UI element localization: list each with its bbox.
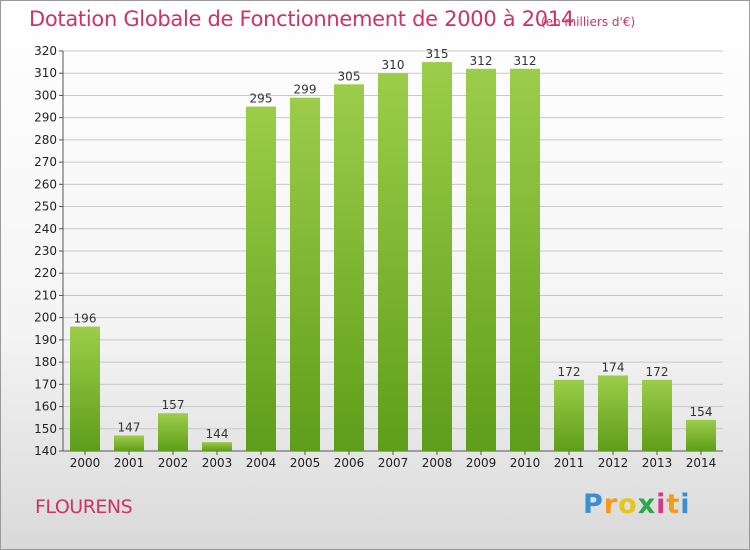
- value-labels: 196 147 157 144 295 299 305 310 315 312 312 172 174 1…: [74, 47, 713, 441]
- y-tick-labels: 140 150 160 170 180 190 200 210 220 230 240 250 260 2…: [34, 44, 57, 458]
- y-tick-label: 310: [34, 66, 57, 80]
- x-tick-label: 2007: [378, 456, 409, 470]
- y-tick-label: 270: [34, 155, 57, 169]
- y-tick-label: 290: [34, 111, 57, 125]
- bar: [598, 375, 628, 451]
- bars: [70, 62, 716, 452]
- bar-value-label: 315: [426, 47, 449, 61]
- bar: [642, 379, 672, 451]
- bar: [686, 419, 716, 451]
- bar: [114, 435, 144, 451]
- y-tick-label: 200: [34, 311, 57, 325]
- y-tick-label: 210: [34, 288, 57, 302]
- bar: [202, 442, 232, 451]
- bar: [466, 68, 496, 452]
- bar-value-label: 154: [690, 405, 713, 419]
- bar-value-label: 310: [382, 58, 405, 72]
- bar-value-label: 172: [646, 365, 669, 379]
- x-tick-label: 2000: [70, 456, 101, 470]
- bar-value-label: 312: [514, 54, 537, 68]
- bar-value-label: 157: [162, 398, 185, 412]
- x-tick-label: 2008: [422, 456, 453, 470]
- bar: [554, 379, 584, 451]
- y-tick-label: 170: [34, 377, 57, 391]
- proxiti-logo: Proxiti: [583, 489, 691, 520]
- y-tick-label: 300: [34, 88, 57, 102]
- y-tick-label: 150: [34, 422, 57, 436]
- bar-value-label: 305: [338, 69, 361, 83]
- x-tick-label: 2013: [642, 456, 673, 470]
- x-tick-label: 2014: [686, 456, 717, 470]
- bar: [334, 84, 364, 451]
- bar-value-label: 172: [558, 365, 581, 379]
- bar-value-label: 312: [470, 54, 493, 68]
- y-tick-label: 140: [34, 444, 57, 458]
- commune-name: FLOURENS: [35, 496, 133, 518]
- x-tick-label: 2010: [510, 456, 541, 470]
- x-tick-label: 2004: [246, 456, 277, 470]
- bar: [510, 68, 540, 452]
- bar-value-label: 144: [206, 427, 229, 441]
- x-tick-label: 2012: [598, 456, 629, 470]
- bar: [378, 73, 408, 451]
- bar: [422, 62, 452, 451]
- y-tick-label: 240: [34, 222, 57, 236]
- y-tick-label: 230: [34, 244, 57, 258]
- bar: [290, 97, 320, 452]
- y-tick-label: 190: [34, 333, 57, 347]
- y-tick-label: 250: [34, 200, 57, 214]
- y-tick-label: 220: [34, 266, 57, 280]
- x-tick-label: 2005: [290, 456, 321, 470]
- y-tick-label: 320: [34, 44, 57, 58]
- bar-value-label: 299: [294, 83, 317, 97]
- x-tick-labels: 2000 2001 2002 2003 2004 2005 2006 2007 2008 2009…: [70, 456, 717, 470]
- chart-title: Dotation Globale de Fonctionnement de 20…: [29, 7, 574, 31]
- y-tick-label: 180: [34, 355, 57, 369]
- x-tick-label: 2001: [114, 456, 145, 470]
- x-tick-label: 2002: [158, 456, 189, 470]
- x-tick-label: 2011: [554, 456, 585, 470]
- x-tick-label: 2003: [202, 456, 233, 470]
- bar-value-label: 174: [602, 360, 625, 374]
- unit-note: (en milliers d'€): [541, 15, 636, 29]
- bar-value-label: 196: [74, 312, 97, 326]
- y-tick-label: 280: [34, 133, 57, 147]
- y-tick-label: 160: [34, 400, 57, 414]
- bar: [158, 413, 188, 451]
- bar-value-label: 295: [250, 92, 273, 106]
- x-tick-label: 2006: [334, 456, 365, 470]
- y-tick-label: 260: [34, 177, 57, 191]
- bar: [246, 106, 276, 452]
- bar-value-label: 147: [118, 420, 141, 434]
- x-tick-label: 2009: [466, 456, 497, 470]
- bar: [70, 326, 100, 451]
